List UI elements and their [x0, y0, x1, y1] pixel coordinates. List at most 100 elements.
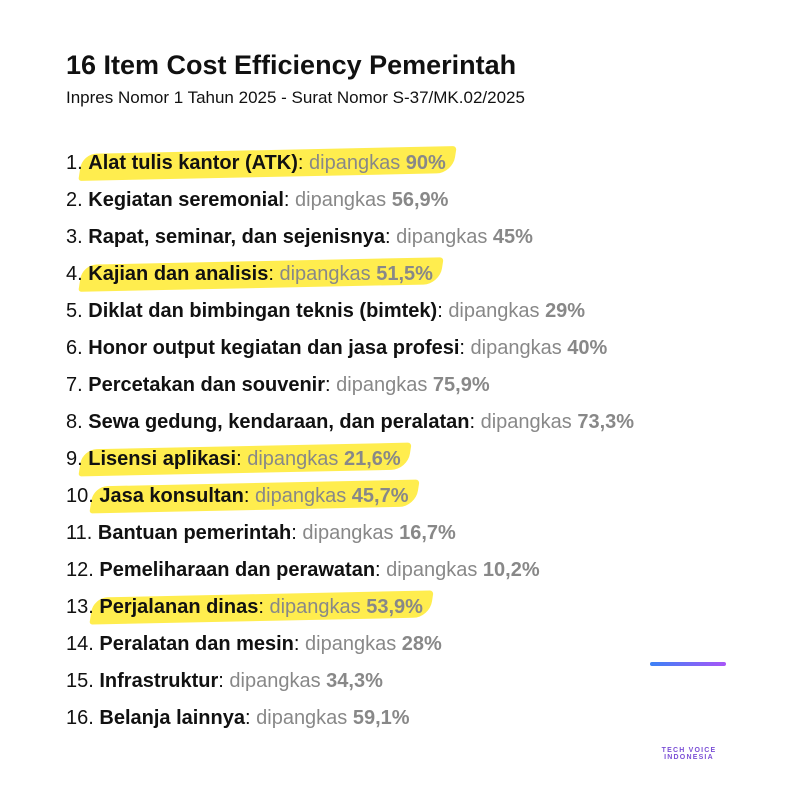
page-subtitle: Inpres Nomor 1 Tahun 2025 - Surat Nomor …: [66, 88, 525, 107]
item-percentage: 56,9%: [391, 189, 449, 211]
item-verb: dipangkas: [302, 522, 394, 544]
item-name: Percetakan dan souvenir: [88, 374, 326, 396]
list-item: 9. Lisensi aplikasi: dipangkas 21,6%: [66, 441, 634, 478]
item-name: Infrastruktur: [99, 670, 219, 692]
item-verb: dipangkas: [305, 633, 397, 655]
item-percentage: 40%: [567, 337, 608, 359]
item-verb: dipangkas: [448, 300, 540, 322]
item-separator: :: [385, 226, 397, 248]
list-item: 14. Peralatan dan mesin: dipangkas 28%: [66, 626, 634, 663]
item-row: 12. Pemeliharaan dan perawatan: dipangka…: [66, 559, 540, 581]
item-number: 6.: [66, 337, 83, 359]
item-name: Belanja lainnya: [99, 707, 245, 729]
tech-voice-logo-icon: [640, 662, 736, 754]
item-verb: dipangkas: [279, 263, 371, 285]
item-separator: :: [469, 411, 481, 433]
item-percentage: 29%: [545, 300, 586, 322]
item-row: 8. Sewa gedung, kendaraan, dan peralatan…: [66, 411, 634, 433]
item-number: 2.: [66, 189, 83, 211]
item-row: 2. Kegiatan seremonial: dipangkas 56,9%: [66, 189, 448, 211]
list-item: 1. Alat tulis kantor (ATK): dipangkas 90…: [66, 145, 634, 182]
item-verb: dipangkas: [256, 707, 348, 729]
item-row: 6. Honor output kegiatan dan jasa profes…: [66, 337, 607, 359]
item-name: Jasa konsultan: [99, 485, 244, 507]
list-item: 7. Percetakan dan souvenir: dipangkas 75…: [66, 367, 634, 404]
list-item: 3. Rapat, seminar, dan sejenisnya: dipan…: [66, 219, 634, 256]
item-number: 14.: [66, 633, 94, 655]
item-percentage: 45%: [492, 226, 533, 248]
item-separator: :: [325, 374, 337, 396]
item-number: 16.: [66, 707, 94, 729]
item-name: Alat tulis kantor (ATK): [88, 152, 298, 174]
item-separator: :: [459, 337, 471, 359]
item-verb: dipangkas: [255, 485, 347, 507]
item-verb: dipangkas: [386, 559, 478, 581]
item-separator: :: [375, 559, 387, 581]
item-row: 13. Perjalanan dinas: dipangkas 53,9%: [66, 596, 423, 618]
item-verb: dipangkas: [470, 337, 562, 359]
item-verb: dipangkas: [480, 411, 572, 433]
item-row: 1. Alat tulis kantor (ATK): dipangkas 90…: [66, 152, 446, 174]
item-verb: dipangkas: [309, 152, 401, 174]
item-separator: :: [437, 300, 449, 322]
item-separator: :: [243, 485, 256, 507]
list-item: 8. Sewa gedung, kendaraan, dan peralatan…: [66, 404, 634, 441]
item-percentage: 45,7%: [351, 485, 409, 507]
item-separator: :: [268, 263, 280, 285]
list-item: 5. Diklat dan bimbingan teknis (bimtek):…: [66, 293, 634, 330]
item-number: 15.: [66, 670, 94, 692]
item-percentage: 28%: [401, 633, 442, 655]
item-separator: :: [218, 670, 230, 692]
item-name: Kegiatan seremonial: [88, 189, 284, 211]
item-verb: dipangkas: [336, 374, 428, 396]
item-row: 14. Peralatan dan mesin: dipangkas 28%: [66, 633, 442, 655]
item-name: Kajian dan analisis: [88, 263, 269, 285]
item-percentage: 51,5%: [376, 263, 433, 285]
item-row: 5. Diklat dan bimbingan teknis (bimtek):…: [66, 300, 585, 322]
item-row: 10. Jasa konsultan: dipangkas 45,7%: [66, 485, 408, 507]
item-name: Bantuan pemerintah: [97, 522, 292, 544]
item-percentage: 59,1%: [352, 707, 410, 729]
item-verb: dipangkas: [269, 596, 361, 618]
item-verb: dipangkas: [229, 670, 321, 692]
item-percentage: 53,9%: [366, 596, 423, 618]
item-percentage: 75,9%: [432, 374, 490, 396]
item-row: 11. Bantuan pemerintah: dipangkas 16,7%: [66, 522, 456, 544]
list-item: 11. Bantuan pemerintah: dipangkas 16,7%: [66, 515, 634, 552]
item-separator: :: [293, 633, 306, 655]
item-number: 12.: [66, 559, 94, 581]
item-separator: :: [258, 596, 270, 618]
item-name: Peralatan dan mesin: [99, 633, 294, 655]
item-number: 13.: [66, 596, 94, 618]
item-separator: :: [283, 189, 295, 211]
item-row: 4. Kajian dan analisis: dipangkas 51,5%: [66, 263, 433, 285]
list-item: 10. Jasa konsultan: dipangkas 45,7%: [66, 478, 634, 515]
item-name: Rapat, seminar, dan sejenisnya: [88, 226, 386, 248]
page-title: 16 Item Cost Efficiency Pemerintah: [66, 50, 517, 80]
item-number: 9.: [66, 448, 83, 470]
item-row: 9. Lisensi aplikasi: dipangkas 21,6%: [66, 448, 401, 470]
item-number: 3.: [66, 226, 83, 248]
item-row: 15. Infrastruktur: dipangkas 34,3%: [66, 670, 383, 692]
item-number: 7.: [66, 374, 83, 396]
logo-text: TECH VOICE INDONESIA: [661, 747, 717, 761]
item-name: Pemeliharaan dan perawatan: [99, 559, 376, 581]
item-name: Perjalanan dinas: [99, 596, 259, 618]
list-item: 16. Belanja lainnya: dipangkas 59,1%: [66, 700, 634, 737]
list-item: 15. Infrastruktur: dipangkas 34,3%: [66, 663, 634, 700]
item-number: 11.: [66, 522, 93, 544]
list-item: 2. Kegiatan seremonial: dipangkas 56,9%: [66, 182, 634, 219]
item-percentage: 10,2%: [482, 559, 540, 581]
item-percentage: 21,6%: [343, 448, 401, 470]
item-separator: :: [291, 522, 303, 544]
list-item: 6. Honor output kegiatan dan jasa profes…: [66, 330, 634, 367]
item-number: 8.: [66, 411, 83, 433]
item-separator: :: [297, 152, 310, 174]
list-item: 13. Perjalanan dinas: dipangkas 53,9%: [66, 589, 634, 626]
item-name: Lisensi aplikasi: [88, 448, 237, 470]
item-number: 5.: [66, 300, 83, 322]
item-verb: dipangkas: [295, 189, 387, 211]
item-separator: :: [236, 448, 248, 470]
item-percentage: 34,3%: [326, 670, 383, 692]
item-row: 3. Rapat, seminar, dan sejenisnya: dipan…: [66, 226, 533, 248]
